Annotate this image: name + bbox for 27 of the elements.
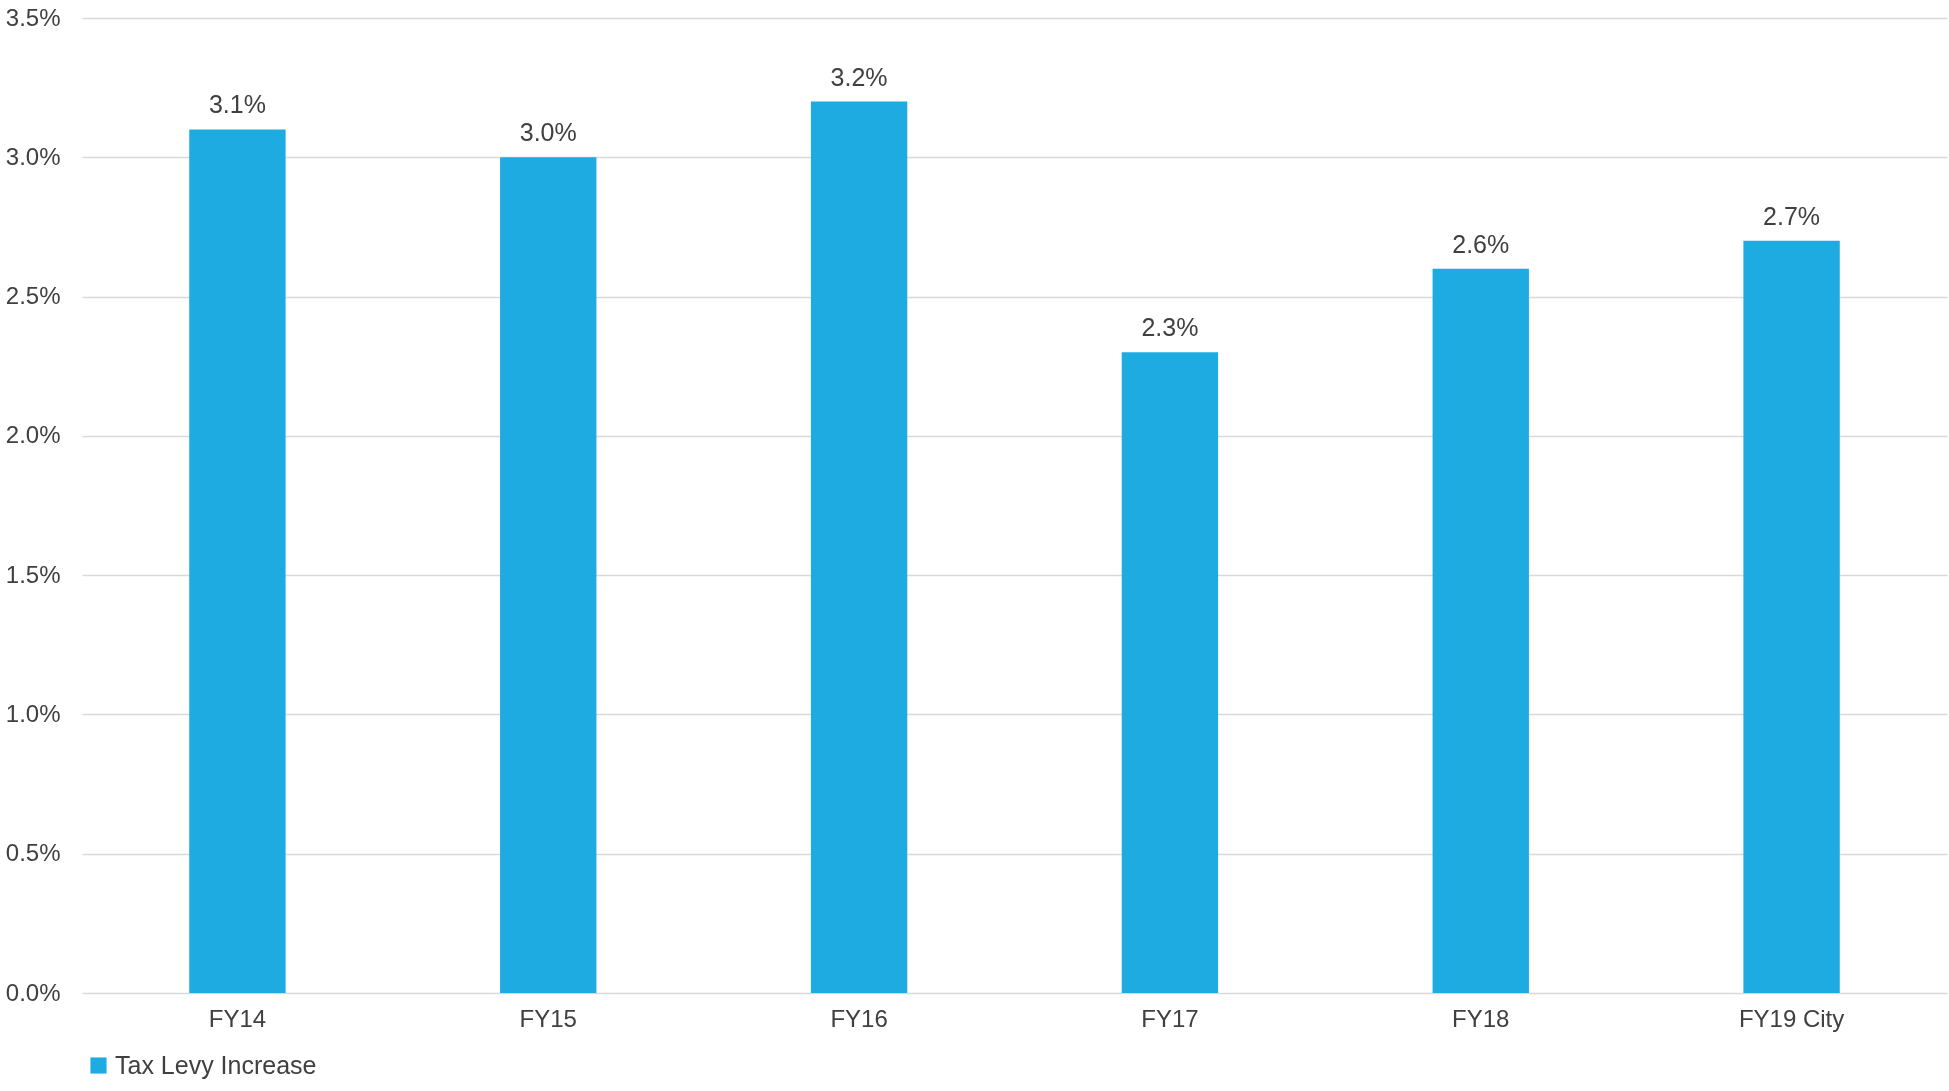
y-tick-label: 0.0%: [5, 978, 61, 1006]
x-tick-label: FY15: [519, 1004, 577, 1032]
x-tick-label: FY18: [1452, 1004, 1510, 1032]
data-label: 3.1%: [208, 90, 266, 119]
bar: [1432, 268, 1529, 993]
y-tick-label: 3.0%: [5, 142, 61, 170]
legend-label: Tax Levy Increase: [115, 1050, 317, 1079]
data-label: 3.2%: [830, 62, 888, 91]
y-tick-label: 2.5%: [5, 282, 61, 310]
y-tick-label: 1.5%: [5, 560, 61, 588]
x-tick-label: FY14: [208, 1004, 267, 1032]
data-label: 2.3%: [1141, 313, 1199, 342]
data-label: 2.7%: [1763, 201, 1821, 230]
y-tick-label: 2.0%: [5, 421, 61, 449]
bar: [1121, 352, 1219, 993]
y-tick-label: 0.5%: [5, 839, 61, 867]
bar: [500, 157, 597, 993]
x-tick-label: FY19 City: [1738, 1004, 1845, 1032]
x-tick-label: FY16: [830, 1004, 888, 1032]
data-label: 3.0%: [519, 118, 577, 147]
y-tick-label: 1.0%: [5, 699, 61, 727]
y-tick-label: 3.5%: [5, 3, 61, 31]
bar: [189, 129, 286, 993]
bar: [1743, 240, 1840, 993]
data-label: 2.6%: [1452, 229, 1510, 258]
x-tick-label: FY17: [1141, 1004, 1199, 1032]
bar: [810, 101, 908, 993]
